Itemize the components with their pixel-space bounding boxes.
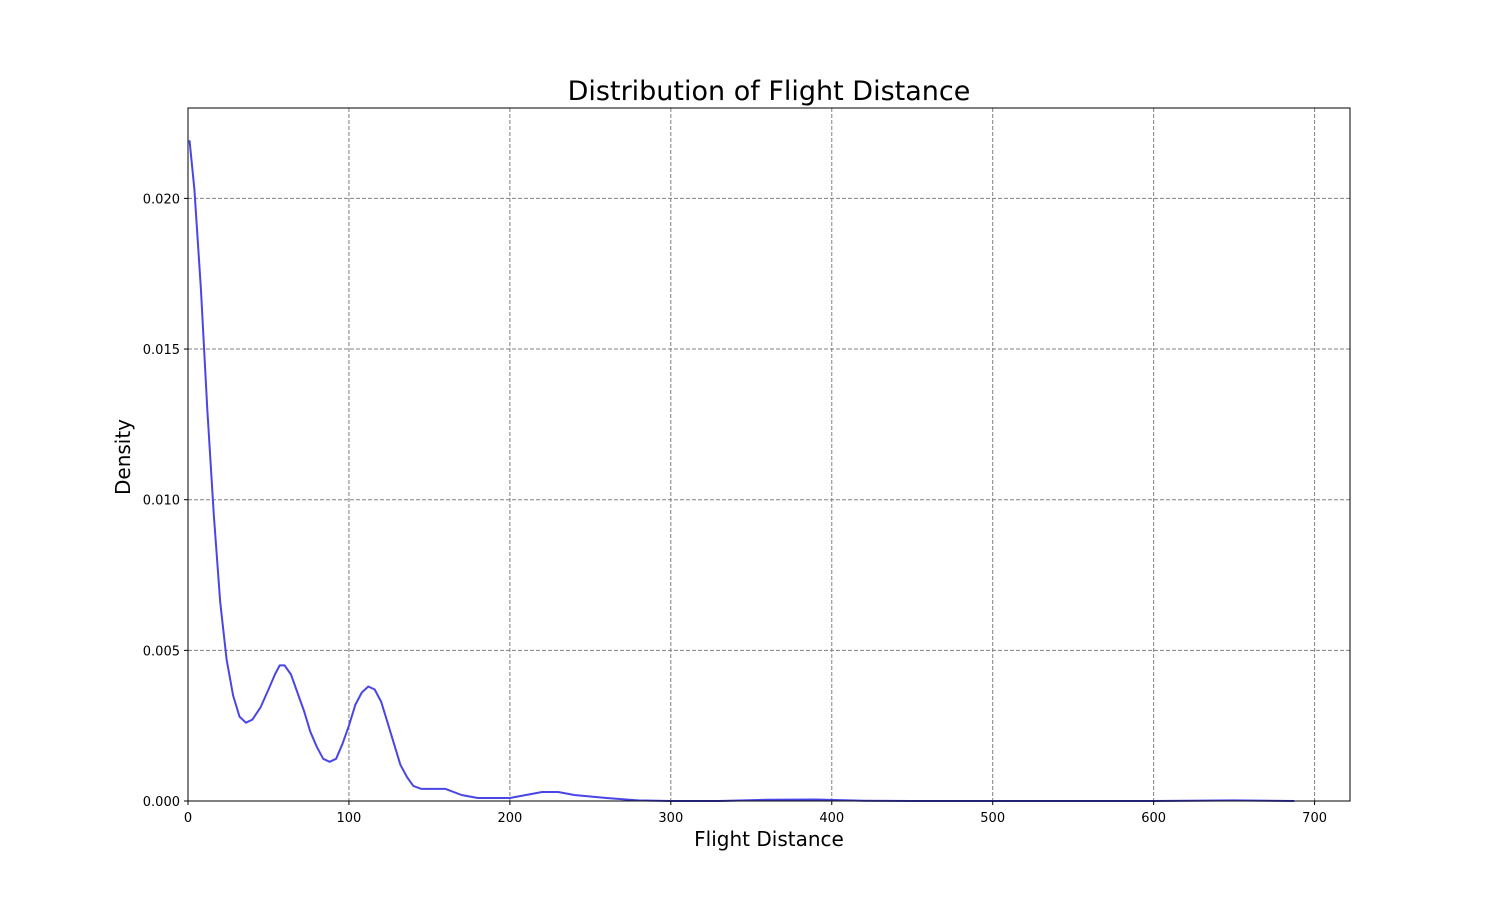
x-tick-label: 500	[980, 811, 1005, 826]
axes-frame	[187, 107, 1351, 802]
axis-ticks: 0 100 200 300 400 500 600 700 0.000 0.005 0.010 0.0…	[143, 192, 1327, 826]
y-tick-label: 0.010	[143, 494, 180, 509]
x-tick-label: 400	[819, 811, 844, 826]
x-axis-label: Flight Distance	[694, 827, 844, 851]
y-tick-label: 0.005	[143, 644, 180, 659]
y-tick-label: 0.020	[143, 192, 180, 207]
x-tick-label: 0	[184, 811, 192, 826]
x-tick-label: 600	[1141, 811, 1166, 826]
chart-title: Distribution of Flight Distance	[568, 76, 971, 107]
x-tick-label: 200	[497, 811, 522, 826]
x-tick-label: 300	[658, 811, 683, 826]
y-tick-label: 0.015	[143, 343, 180, 358]
x-tick-label: 700	[1302, 811, 1327, 826]
y-tick-label: 0.000	[143, 795, 180, 810]
x-tick-label: 100	[337, 811, 362, 826]
grid-lines	[188, 108, 1350, 801]
y-axis-label: Density	[111, 419, 135, 495]
